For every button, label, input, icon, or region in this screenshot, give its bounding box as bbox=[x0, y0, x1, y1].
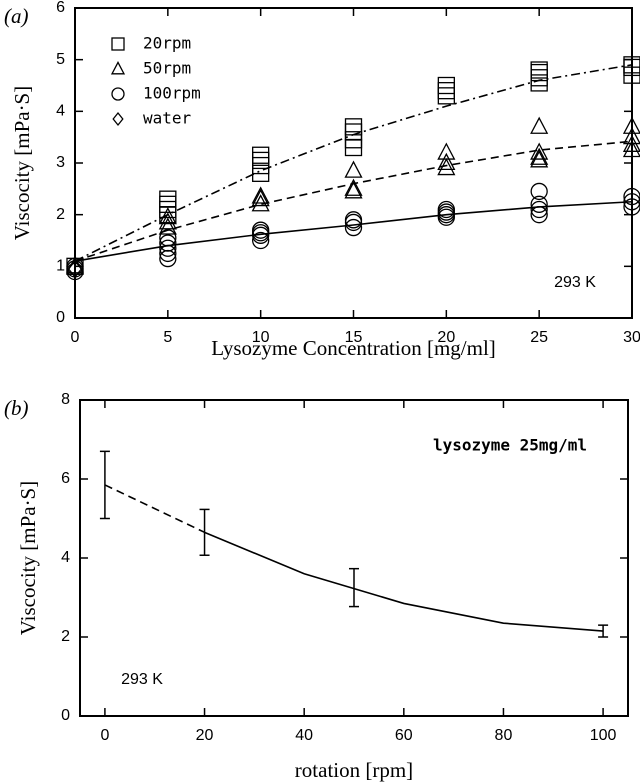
y-tick-label: 2 bbox=[61, 628, 70, 645]
annotation: 293 K bbox=[121, 671, 163, 688]
x-tick-label: 80 bbox=[495, 727, 513, 744]
y-axis-title: Viscocity [mPa·S] bbox=[10, 86, 34, 240]
x-tick-label: 15 bbox=[345, 329, 363, 346]
x-tick-label: 5 bbox=[163, 329, 172, 346]
marker-square bbox=[437, 76, 455, 95]
marker-square bbox=[437, 87, 455, 105]
marker-square bbox=[159, 195, 177, 213]
y-tick-label: 5 bbox=[56, 51, 65, 68]
marker-square bbox=[623, 56, 640, 74]
fit-curve bbox=[74, 200, 633, 262]
y-tick-label: 0 bbox=[61, 707, 70, 724]
legend-label: water bbox=[143, 109, 192, 128]
x-tick-label: 10 bbox=[252, 329, 270, 346]
marker-triangle bbox=[530, 142, 549, 160]
note: lysozyme 25mg/ml bbox=[433, 436, 587, 455]
y-tick-label: 0 bbox=[56, 309, 65, 326]
y-axis-title: Viscocity [mPa·S] bbox=[16, 481, 40, 635]
marker-triangle bbox=[622, 126, 640, 145]
y-tick-label: 6 bbox=[56, 0, 65, 16]
marker-circle bbox=[159, 234, 177, 252]
legend-label: 20rpm bbox=[143, 34, 191, 53]
marker-triangle bbox=[110, 61, 126, 75]
y-tick-label: 4 bbox=[61, 549, 70, 566]
marker-circle bbox=[530, 182, 548, 201]
y-tick-label: 1 bbox=[56, 258, 65, 275]
marker-circle bbox=[530, 206, 548, 224]
marker-square bbox=[530, 61, 548, 79]
x-tick-label: 60 bbox=[395, 727, 413, 744]
error-bar bbox=[349, 567, 359, 608]
marker-triangle bbox=[158, 207, 177, 225]
x-tick-label: 25 bbox=[530, 329, 548, 346]
marker-circle bbox=[623, 187, 640, 206]
y-tick-label: 2 bbox=[56, 206, 65, 223]
marker-triangle bbox=[530, 147, 549, 165]
marker-circle bbox=[252, 221, 270, 239]
marker-diamond bbox=[112, 111, 124, 127]
panel-label: (a) bbox=[4, 4, 29, 28]
legend-label: 100rpm bbox=[143, 84, 201, 103]
x-tick-label: 20 bbox=[196, 727, 214, 744]
marker-triangle bbox=[437, 142, 456, 160]
marker-circle bbox=[159, 239, 177, 257]
y-tick-label: 8 bbox=[61, 391, 70, 408]
marker-triangle bbox=[251, 186, 270, 204]
x-tick-label: 20 bbox=[437, 329, 455, 346]
marker-triangle bbox=[622, 139, 640, 158]
marker-square bbox=[159, 190, 177, 208]
marker-square bbox=[530, 74, 548, 92]
x-tick-label: 40 bbox=[295, 727, 313, 744]
x-axis-title: rotation [rpm] bbox=[295, 758, 413, 782]
marker-triangle bbox=[437, 157, 456, 176]
x-tick-label: 0 bbox=[100, 727, 109, 744]
y-tick-label: 6 bbox=[61, 470, 70, 487]
marker-triangle bbox=[158, 212, 177, 230]
marker-circle bbox=[344, 211, 363, 229]
marker-square bbox=[252, 146, 270, 164]
x-tick-label: 100 bbox=[590, 727, 617, 744]
marker-circle bbox=[66, 257, 84, 275]
marker-circle bbox=[159, 229, 177, 247]
marker-triangle bbox=[622, 116, 640, 134]
marker-triangle bbox=[344, 178, 363, 196]
error-bar bbox=[199, 508, 210, 556]
marker-triangle bbox=[344, 181, 363, 199]
y-tick-label: 3 bbox=[56, 154, 65, 171]
error-bar bbox=[99, 450, 110, 520]
fit-curve bbox=[104, 484, 205, 534]
marker-circle bbox=[111, 87, 125, 101]
marker-circle bbox=[623, 193, 640, 211]
legend-label: 50rpm bbox=[143, 59, 191, 78]
marker-square bbox=[111, 37, 125, 51]
x-axis-title: Lysozyme Concentration [mg/ml] bbox=[211, 336, 496, 360]
marker-diamond bbox=[67, 259, 83, 278]
marker-circle bbox=[530, 200, 548, 219]
marker-circle bbox=[530, 195, 548, 213]
fit-curve bbox=[204, 531, 604, 632]
marker-triangle bbox=[158, 217, 177, 235]
panel-label: (b) bbox=[4, 396, 29, 420]
fit-curve bbox=[74, 140, 633, 262]
annotation: 293 K bbox=[554, 274, 596, 291]
marker-circle bbox=[437, 200, 455, 219]
marker-triangle bbox=[344, 160, 363, 178]
marker-square bbox=[437, 82, 455, 100]
marker-square bbox=[344, 118, 363, 136]
marker-circle bbox=[623, 198, 640, 216]
x-tick-label: 0 bbox=[71, 329, 80, 346]
marker-triangle bbox=[530, 116, 549, 134]
marker-circle bbox=[344, 218, 363, 237]
y-tick-label: 4 bbox=[56, 103, 65, 120]
x-tick-label: 30 bbox=[623, 329, 640, 346]
marker-circle bbox=[252, 231, 270, 250]
marker-triangle bbox=[251, 188, 270, 207]
marker-square bbox=[252, 151, 270, 170]
marker-triangle bbox=[437, 152, 456, 171]
error-bar bbox=[598, 624, 609, 638]
